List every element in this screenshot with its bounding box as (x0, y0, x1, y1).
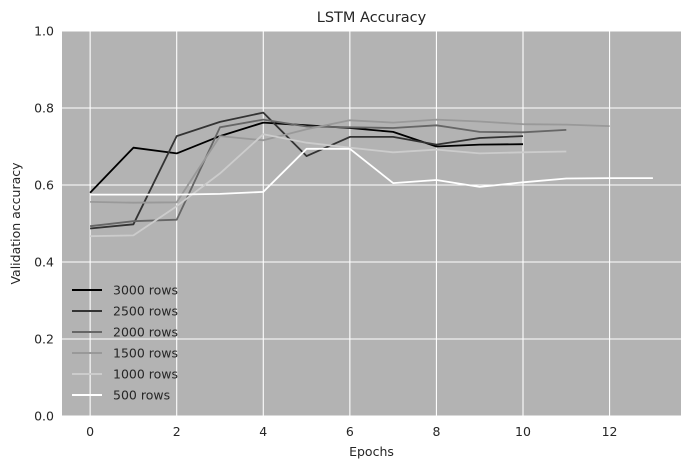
y-tick-labels: 0.0 0.2 0.4 0.6 0.8 1.0 (34, 24, 54, 424)
series-line (90, 118, 610, 204)
y-tick-label: 0.4 (34, 255, 54, 270)
legend-entry: 1000 rows (113, 367, 178, 382)
x-tick-label: 8 (432, 424, 440, 439)
y-tick-label: 1.0 (34, 24, 54, 39)
series-lines (89, 111, 653, 238)
y-tick-label: 0.2 (34, 332, 54, 347)
plot-background (62, 31, 681, 416)
x-tick-label: 12 (602, 424, 618, 439)
series-line (89, 118, 567, 228)
y-tick-label: 0.6 (34, 178, 54, 193)
x-tick-label: 6 (346, 424, 354, 439)
legend-entry: 2500 rows (113, 304, 178, 319)
x-axis-label: Epochs (349, 444, 394, 459)
legend-entry: 500 rows (113, 388, 170, 403)
x-tick-label: 0 (86, 424, 94, 439)
chart-title: LSTM Accuracy (317, 10, 427, 26)
series-line (90, 133, 567, 238)
y-tick-label: 0.8 (34, 101, 54, 116)
legend-entry: 3000 rows (113, 283, 178, 298)
series-line (89, 121, 524, 194)
x-tick-label: 4 (259, 424, 267, 439)
legend-entry: 1500 rows (113, 346, 178, 361)
series-line (90, 147, 653, 196)
x-tick-label: 2 (173, 424, 181, 439)
grid (62, 30, 681, 417)
x-tick-labels: 0 2 4 6 8 10 12 (86, 424, 617, 439)
legend: 3000 rows 2500 rows 2000 rows 1500 rows 1000… (72, 283, 178, 403)
x-tick-label: 10 (515, 424, 531, 439)
legend-entry: 2000 rows (113, 325, 178, 340)
y-axis-label: Validation accuracy (8, 162, 23, 285)
y-tick-label: 0.0 (34, 409, 54, 424)
series-line (90, 111, 524, 230)
